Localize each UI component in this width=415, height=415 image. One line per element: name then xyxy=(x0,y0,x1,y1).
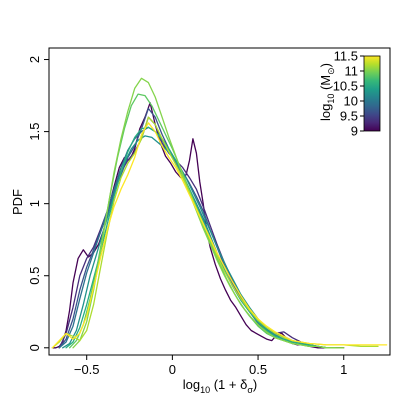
y-axis: 0 0.5 1 1.5 2 xyxy=(27,56,49,351)
colorbar-label-pre: log xyxy=(318,104,333,121)
colorbar-label: log10 (M⊙) xyxy=(318,63,336,121)
x-tick-label: −0.5 xyxy=(74,362,100,377)
x-axis-label-close: ) xyxy=(253,377,257,392)
colorbar-label-post: (M xyxy=(318,75,333,94)
series-line-1 xyxy=(58,116,328,349)
series-group xyxy=(51,77,388,349)
colorbar-tick-label: 11 xyxy=(345,64,359,79)
y-axis-label: PDF xyxy=(10,189,25,215)
series-line-3 xyxy=(58,126,328,349)
colorbar-label-sub: 10 xyxy=(326,94,336,104)
y-tick-label: 0.5 xyxy=(27,267,42,285)
x-tick-label: 1 xyxy=(340,362,347,377)
series-line-9 xyxy=(51,122,388,349)
colorbar-tick-label: 10 xyxy=(344,94,358,109)
y-tick-label: 1 xyxy=(27,200,42,207)
x-axis-label: log10 (1 + δσ) xyxy=(183,377,258,395)
colorbar-tick-label: 10.5 xyxy=(333,79,358,94)
x-tick-label: 0 xyxy=(169,362,176,377)
x-axis-label-sub: 10 xyxy=(200,385,210,395)
colorbar-tick-label: 9 xyxy=(351,124,358,139)
series-line-7 xyxy=(72,77,345,349)
y-tick-label: 0 xyxy=(27,344,42,351)
colorbar-label-sub2: ⊙ xyxy=(326,67,336,75)
colorbar-tick-label: 11.5 xyxy=(334,49,358,64)
x-axis-label-post: (1 + δ xyxy=(210,377,247,392)
y-tick-label: 2 xyxy=(27,56,42,63)
colorbar-tick-label: 9.5 xyxy=(340,109,358,124)
series-line-0 xyxy=(51,102,345,349)
y-tick-label: 1.5 xyxy=(27,123,42,141)
colorbar-label-close: ) xyxy=(318,63,333,67)
plot-frame xyxy=(48,47,391,356)
series-line-2 xyxy=(58,107,328,349)
x-axis: −0.5 0 0.5 1 xyxy=(74,355,347,377)
x-axis-label-sub2: σ xyxy=(247,385,253,395)
series-line-8 xyxy=(51,116,379,349)
x-axis-label-pre: log xyxy=(183,377,200,392)
colorbar-gradient xyxy=(363,55,381,132)
x-tick-label: 0.5 xyxy=(249,362,267,377)
